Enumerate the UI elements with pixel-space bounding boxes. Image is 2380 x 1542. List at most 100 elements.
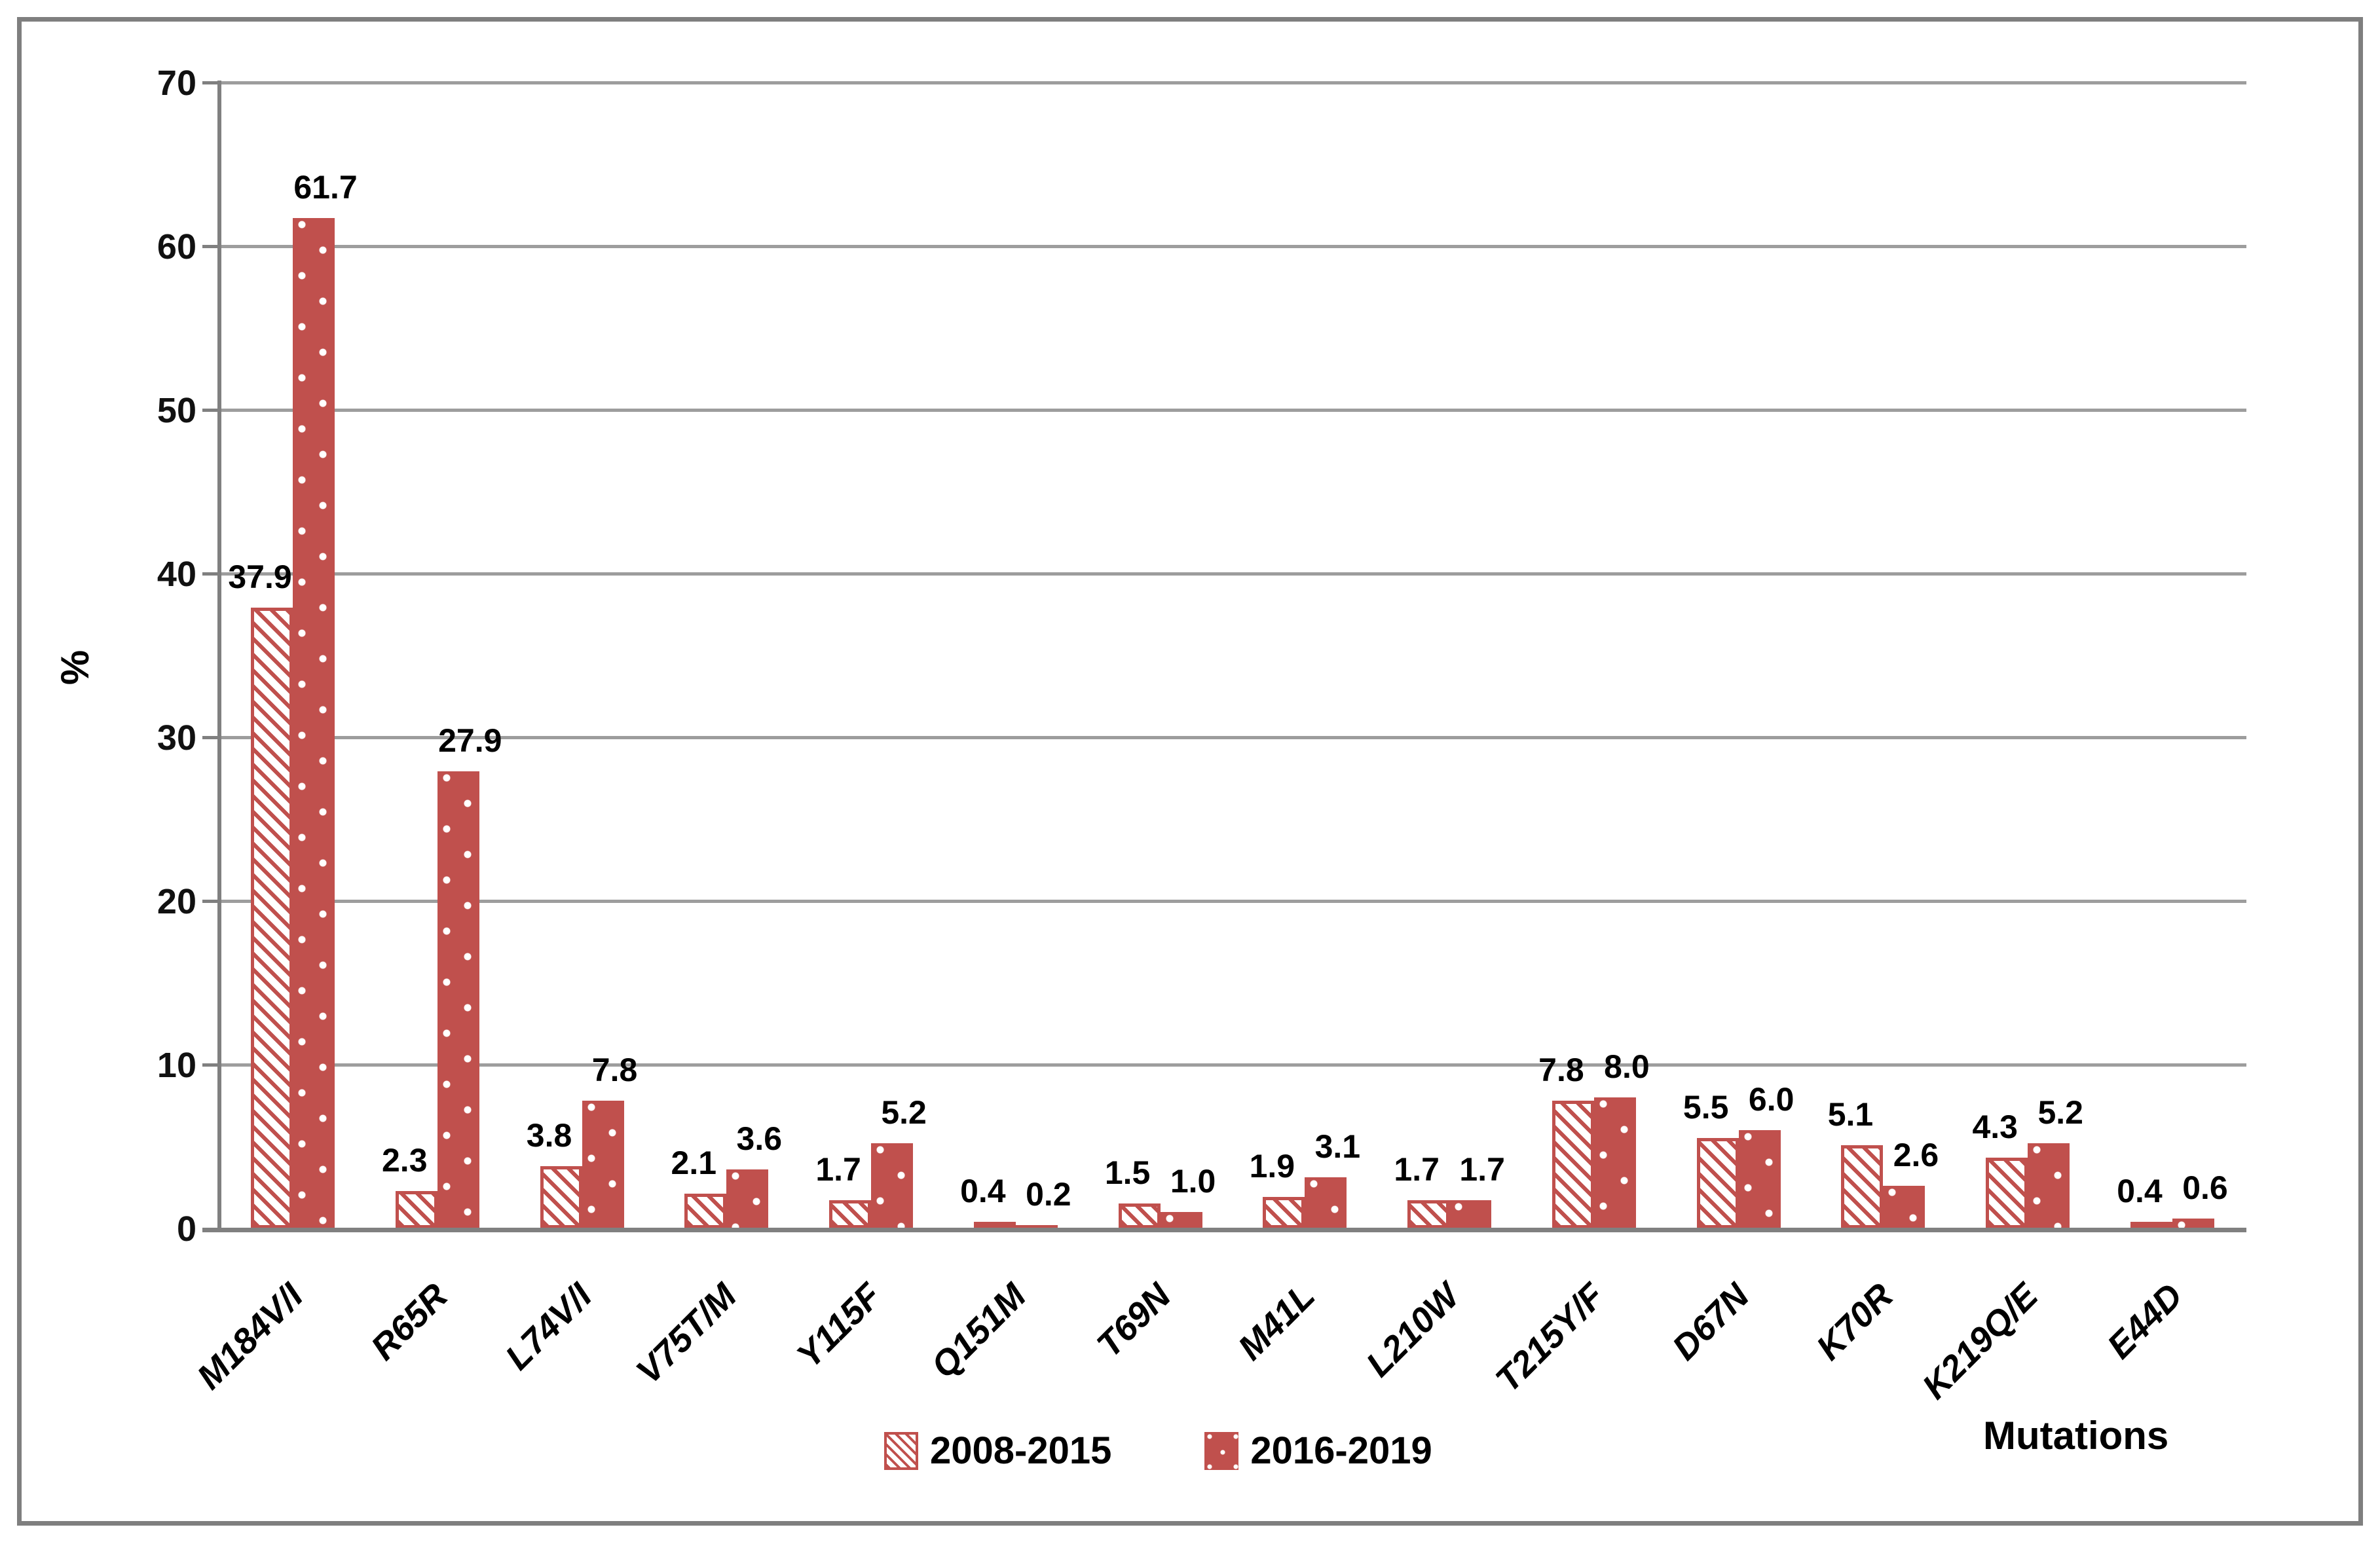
value-label-E44D-2008-2015: 0.4 bbox=[2117, 1173, 2163, 1209]
x-category-label-D67N: D67N bbox=[1664, 1276, 1757, 1368]
x-category-label-V75T/M: V75T/M bbox=[629, 1276, 745, 1391]
bar-T69N-2016-2019 bbox=[1160, 1212, 1202, 1228]
bar-T215Y/F-2016-2019 bbox=[1593, 1097, 1636, 1228]
bar-Q151M-2008-2015 bbox=[973, 1222, 1016, 1228]
bar-R65R-2016-2019 bbox=[437, 771, 479, 1228]
x-category-label-M184V/I: M184V/I bbox=[189, 1276, 311, 1397]
gridline-40 bbox=[219, 572, 2246, 576]
y-axis-line bbox=[217, 81, 221, 1232]
gridline-60 bbox=[219, 245, 2246, 248]
value-label-T215Y/F-2016-2019: 8.0 bbox=[1604, 1048, 1650, 1085]
value-label-Y115F-2008-2015: 1.7 bbox=[815, 1151, 861, 1188]
bar-L210W-2008-2015 bbox=[1407, 1200, 1450, 1228]
x-category-label-K70R: K70R bbox=[1809, 1276, 1901, 1368]
y-tick-label-0: 0 bbox=[176, 1209, 196, 1249]
bar-M184V/I-2008-2015 bbox=[251, 608, 293, 1228]
bar-K219Q/E-2016-2019 bbox=[2028, 1143, 2070, 1228]
legend-label-2008-2015: 2008-2015 bbox=[930, 1429, 1112, 1472]
bar-E44D-2016-2019 bbox=[2172, 1219, 2214, 1228]
legend-item-2016-2019: 2016-2019 bbox=[1204, 1429, 1432, 1473]
bar-R65R-2008-2015 bbox=[395, 1191, 437, 1228]
bar-L210W-2016-2019 bbox=[1449, 1200, 1492, 1228]
value-label-L210W-2008-2015: 1.7 bbox=[1394, 1151, 1440, 1188]
value-label-R65R-2008-2015: 2.3 bbox=[382, 1142, 428, 1179]
value-label-M41L-2016-2019: 3.1 bbox=[1314, 1128, 1361, 1165]
x-category-label-Y115F: Y115F bbox=[789, 1276, 889, 1376]
x-category-label-T69N: T69N bbox=[1088, 1276, 1178, 1365]
bar-K70R-2016-2019 bbox=[1883, 1186, 1925, 1228]
bar-L74V/I-2008-2015 bbox=[540, 1166, 582, 1228]
bar-M41L-2016-2019 bbox=[1305, 1177, 1347, 1228]
y-tick-label-20: 20 bbox=[157, 882, 196, 921]
value-label-K219Q/E-2008-2015: 4.3 bbox=[1972, 1109, 2018, 1145]
value-label-T215Y/F-2008-2015: 7.8 bbox=[1538, 1052, 1584, 1088]
y-tick-label-10: 10 bbox=[157, 1046, 196, 1085]
y-tickmark-50 bbox=[202, 409, 219, 412]
value-label-L74V/I-2016-2019: 7.8 bbox=[591, 1052, 638, 1088]
gridline-70 bbox=[219, 81, 2246, 84]
bar-M184V/I-2016-2019 bbox=[293, 218, 335, 1228]
value-label-L74V/I-2008-2015: 3.8 bbox=[526, 1117, 572, 1154]
bar-Y115F-2008-2015 bbox=[829, 1200, 872, 1228]
value-label-K70R-2016-2019: 2.6 bbox=[1893, 1137, 1939, 1173]
gridline-30 bbox=[219, 736, 2246, 739]
legend-swatch-hatch bbox=[884, 1431, 918, 1470]
bar-E44D-2008-2015 bbox=[2130, 1222, 2172, 1228]
value-label-V75T/M-2016-2019: 3.6 bbox=[736, 1120, 783, 1157]
gridline-10 bbox=[219, 1063, 2246, 1067]
bar-T215Y/F-2008-2015 bbox=[1552, 1101, 1594, 1228]
y-tick-label-70: 70 bbox=[157, 64, 196, 103]
legend-label-2016-2019: 2016-2019 bbox=[1250, 1429, 1432, 1472]
value-label-M41L-2008-2015: 1.9 bbox=[1249, 1148, 1295, 1184]
bar-Y115F-2016-2019 bbox=[871, 1143, 914, 1228]
y-tickmark-70 bbox=[202, 81, 219, 84]
value-label-Y115F-2016-2019: 5.2 bbox=[881, 1094, 927, 1131]
x-category-label-L210W: L210W bbox=[1358, 1276, 1468, 1385]
y-tick-label-30: 30 bbox=[157, 718, 196, 758]
value-label-T69N-2008-2015: 1.5 bbox=[1104, 1154, 1151, 1191]
bar-L74V/I-2016-2019 bbox=[582, 1101, 624, 1228]
y-tickmark-20 bbox=[202, 900, 219, 903]
legend-swatch-dots bbox=[1204, 1431, 1239, 1470]
value-label-Q151M-2016-2019: 0.2 bbox=[1026, 1176, 1071, 1213]
bar-V75T/M-2016-2019 bbox=[726, 1169, 769, 1228]
x-axis-title: Mutations bbox=[1983, 1414, 2169, 1458]
bar-D67N-2016-2019 bbox=[1738, 1130, 1781, 1228]
legend-item-2008-2015: 2008-2015 bbox=[884, 1429, 1111, 1473]
bar-V75T/M-2008-2015 bbox=[684, 1194, 727, 1228]
x-category-label-M41L: M41L bbox=[1231, 1276, 1323, 1368]
value-label-T69N-2016-2019: 1.0 bbox=[1170, 1163, 1216, 1200]
value-label-V75T/M-2008-2015: 2.1 bbox=[671, 1145, 717, 1181]
y-tickmark-40 bbox=[202, 572, 219, 576]
value-label-D67N-2016-2019: 6.0 bbox=[1748, 1081, 1794, 1118]
value-label-K70R-2008-2015: 5.1 bbox=[1827, 1096, 1874, 1133]
value-label-M184V/I-2008-2015: 37.9 bbox=[228, 559, 292, 595]
value-label-D67N-2008-2015: 5.5 bbox=[1683, 1089, 1729, 1126]
x-category-label-Q151M: Q151M bbox=[923, 1276, 1033, 1386]
gridline-50 bbox=[219, 409, 2246, 412]
x-category-label-T215Y/F: T215Y/F bbox=[1488, 1276, 1612, 1400]
gridline-20 bbox=[219, 900, 2246, 903]
y-axis-title: % bbox=[53, 650, 98, 686]
x-category-label-K219Q/E: K219Q/E bbox=[1914, 1276, 2046, 1407]
value-label-Q151M-2008-2015: 0.4 bbox=[960, 1173, 1006, 1209]
bar-T69N-2008-2015 bbox=[1118, 1203, 1161, 1228]
bar-K219Q/E-2008-2015 bbox=[1986, 1158, 2028, 1228]
value-label-M184V/I-2016-2019: 61.7 bbox=[293, 169, 358, 206]
x-category-label-L74V/I: L74V/I bbox=[498, 1276, 600, 1378]
legend: 2008-2015 2016-2019 bbox=[884, 1429, 1432, 1473]
y-tickmark-10 bbox=[202, 1063, 219, 1067]
y-tick-label-60: 60 bbox=[157, 227, 196, 266]
y-tickmark-60 bbox=[202, 245, 219, 248]
bar-M41L-2008-2015 bbox=[1263, 1197, 1305, 1228]
x-axis-line bbox=[202, 1228, 2246, 1232]
bar-K70R-2008-2015 bbox=[1841, 1145, 1884, 1228]
y-tickmark-30 bbox=[202, 736, 219, 739]
bar-D67N-2008-2015 bbox=[1696, 1138, 1739, 1228]
value-label-E44D-2016-2019: 0.6 bbox=[2182, 1169, 2228, 1206]
y-tick-label-40: 40 bbox=[157, 555, 196, 594]
value-label-L210W-2016-2019: 1.7 bbox=[1459, 1151, 1505, 1188]
value-label-K219Q/E-2016-2019: 5.2 bbox=[2037, 1094, 2083, 1131]
x-category-label-R65R: R65R bbox=[363, 1276, 455, 1368]
